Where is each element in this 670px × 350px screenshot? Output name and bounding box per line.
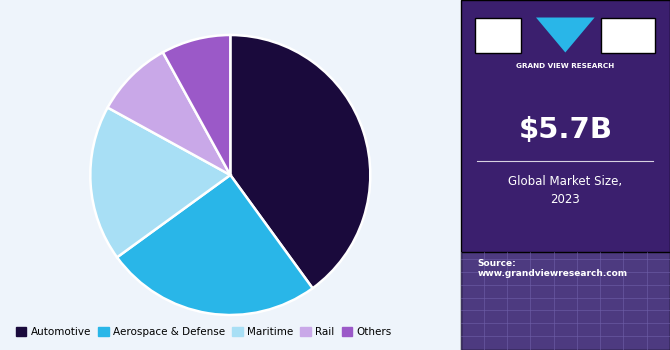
Wedge shape <box>230 35 371 288</box>
Wedge shape <box>108 52 230 175</box>
FancyBboxPatch shape <box>461 252 670 350</box>
FancyBboxPatch shape <box>601 18 655 52</box>
Text: GRAND VIEW RESEARCH: GRAND VIEW RESEARCH <box>516 63 614 69</box>
Wedge shape <box>163 35 230 175</box>
Polygon shape <box>536 18 595 52</box>
Wedge shape <box>90 107 230 257</box>
Text: Global Market Size,
2023: Global Market Size, 2023 <box>509 175 622 206</box>
Wedge shape <box>117 175 313 315</box>
Legend: Automotive, Aerospace & Defense, Maritime, Rail, Others: Automotive, Aerospace & Defense, Maritim… <box>12 323 395 341</box>
Text: Source:
www.grandviewresearch.com: Source: www.grandviewresearch.com <box>477 259 628 278</box>
Text: $5.7B: $5.7B <box>519 116 612 144</box>
FancyBboxPatch shape <box>475 18 521 52</box>
FancyBboxPatch shape <box>461 0 670 350</box>
